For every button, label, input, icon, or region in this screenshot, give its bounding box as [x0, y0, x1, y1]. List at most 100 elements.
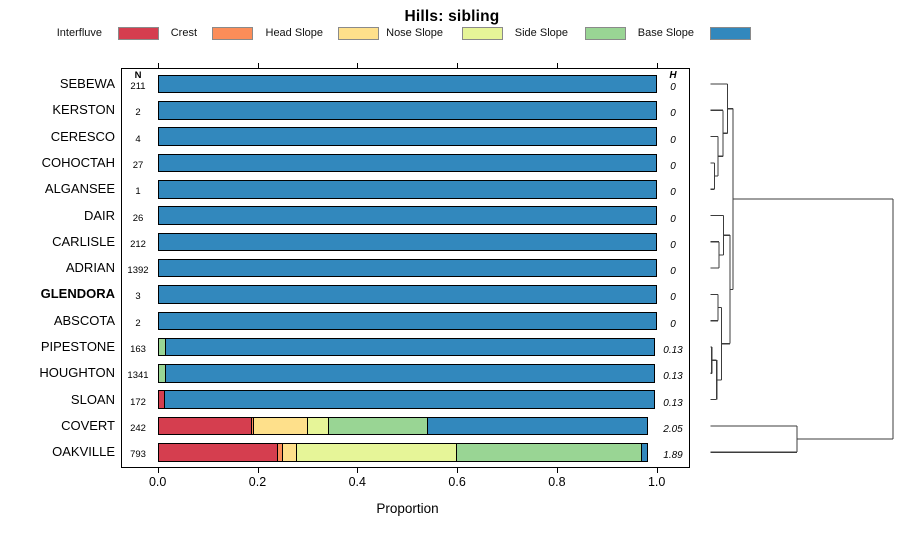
- bar-segment-base-slope: [165, 364, 655, 383]
- row-n-value: 1392: [127, 265, 149, 277]
- legend-swatch: [585, 27, 626, 40]
- bar-row: [157, 232, 657, 252]
- h-column-header: H: [669, 70, 677, 81]
- row-n-value: 1: [135, 186, 141, 198]
- x-tick-bottom: [556, 467, 559, 473]
- x-tick-label: 0.8: [548, 475, 566, 489]
- legend-swatch: [118, 27, 159, 40]
- bar-row: [157, 364, 657, 383]
- bar-row: [157, 127, 657, 146]
- bar-row: [157, 101, 657, 120]
- legend-label: Side Slope: [514, 27, 568, 39]
- legend-swatch: [710, 27, 751, 40]
- row-h-value: 0: [670, 213, 676, 225]
- row-n-value: 212: [130, 238, 146, 250]
- x-tick-bottom: [157, 467, 159, 473]
- row-n-value: 163: [130, 344, 146, 355]
- row-n-value: 3: [135, 291, 141, 303]
- n-column-header: N: [134, 70, 142, 81]
- x-tick-top: [257, 62, 259, 69]
- row-h-value: 0: [670, 187, 676, 199]
- row-label: GLENDORA: [40, 286, 115, 302]
- plot-box: [121, 68, 690, 468]
- bar-row: [157, 443, 657, 462]
- chart-title: Hills: sibling: [404, 8, 500, 25]
- row-h-value: 0: [670, 82, 676, 93]
- row-label: COVERT: [61, 417, 115, 433]
- x-tick-bottom: [357, 467, 359, 473]
- row-n-value: 4: [135, 133, 141, 145]
- row-label: CERESCO: [50, 128, 115, 144]
- row-n-value: 2: [135, 317, 141, 329]
- row-n-value: 211: [130, 81, 146, 92]
- bar-segment-base-slope: [157, 311, 657, 330]
- x-tick-label: 0.0: [148, 475, 167, 489]
- x-tick-bottom: [656, 467, 658, 473]
- row-label: COHOCTAH: [41, 154, 115, 170]
- legend-swatch: [462, 27, 503, 40]
- bar-row: [157, 416, 657, 436]
- bar-segment-base-slope: [164, 390, 655, 409]
- row-n-value: 2: [135, 107, 141, 119]
- x-tick-top: [656, 62, 658, 69]
- bar-segment-base-slope: [157, 206, 657, 225]
- row-h-value: 0: [670, 134, 676, 146]
- bar-row: [157, 390, 657, 409]
- row-h-value: 0: [670, 292, 676, 304]
- row-h-value: 0: [670, 108, 676, 120]
- row-h-value: 0: [670, 160, 676, 172]
- x-tick-label: 0.6: [448, 475, 466, 489]
- row-h-value: 0.13: [663, 345, 683, 356]
- row-label: CARLISLE: [52, 233, 115, 249]
- row-h-value: 0: [670, 266, 676, 278]
- x-tick-bottom: [257, 467, 259, 473]
- bar-row: [157, 74, 657, 94]
- x-tick-label: 0.4: [348, 475, 366, 489]
- row-n-value: 242: [130, 422, 146, 434]
- bar-segment-base-slope: [157, 258, 657, 278]
- row-h-value: 0: [670, 239, 676, 251]
- row-h-value: 0.13: [663, 397, 683, 409]
- x-tick-top: [357, 62, 359, 69]
- row-label: DAIR: [83, 207, 115, 223]
- row-h-value: 0: [670, 318, 676, 330]
- legend-label: Head Slope: [265, 27, 324, 39]
- row-h-value: 0.13: [663, 371, 683, 383]
- row-n-value: 793: [130, 449, 146, 461]
- row-label: SEBEWA: [59, 76, 115, 91]
- x-tick-top: [556, 62, 559, 69]
- legend-label: Base Slope: [637, 27, 694, 39]
- row-label: PIPESTONE: [40, 339, 115, 354]
- x-axis-label: Proportion: [376, 501, 439, 516]
- bar-segment-base-slope: [641, 443, 648, 462]
- bar-row: [157, 180, 657, 199]
- x-tick-bottom: [457, 467, 459, 473]
- row-label: HOUGHTON: [39, 365, 115, 381]
- bar-segment-base-slope: [157, 153, 657, 173]
- legend-label: Interfluve: [56, 27, 102, 39]
- legend-label: Crest: [170, 27, 197, 39]
- bar-segment-base-slope: [157, 74, 657, 94]
- bar-row: [157, 206, 657, 225]
- row-label: ABSCOTA: [53, 312, 115, 328]
- x-tick-label: 0.2: [248, 475, 267, 489]
- row-label: ALGANSEE: [44, 181, 115, 197]
- bar-segment-base-slope: [427, 416, 648, 436]
- x-tick-top: [457, 62, 459, 69]
- row-label: OAKVILLE: [52, 444, 115, 460]
- bar-row: [157, 311, 657, 330]
- bar-row: [157, 285, 657, 304]
- row-h-value: 2.05: [663, 423, 683, 435]
- bar-segment-base-slope: [157, 285, 657, 304]
- legend-swatch: [212, 27, 253, 40]
- row-n-value: 1341: [127, 370, 149, 382]
- bar-row: [157, 337, 657, 357]
- bar-segment-base-slope: [157, 180, 657, 199]
- bar-segment-base-slope: [157, 232, 657, 252]
- legend-label: Nose Slope: [386, 27, 443, 39]
- row-n-value: 26: [132, 212, 144, 224]
- x-tick-top: [157, 62, 159, 69]
- row-n-value: 27: [132, 159, 144, 171]
